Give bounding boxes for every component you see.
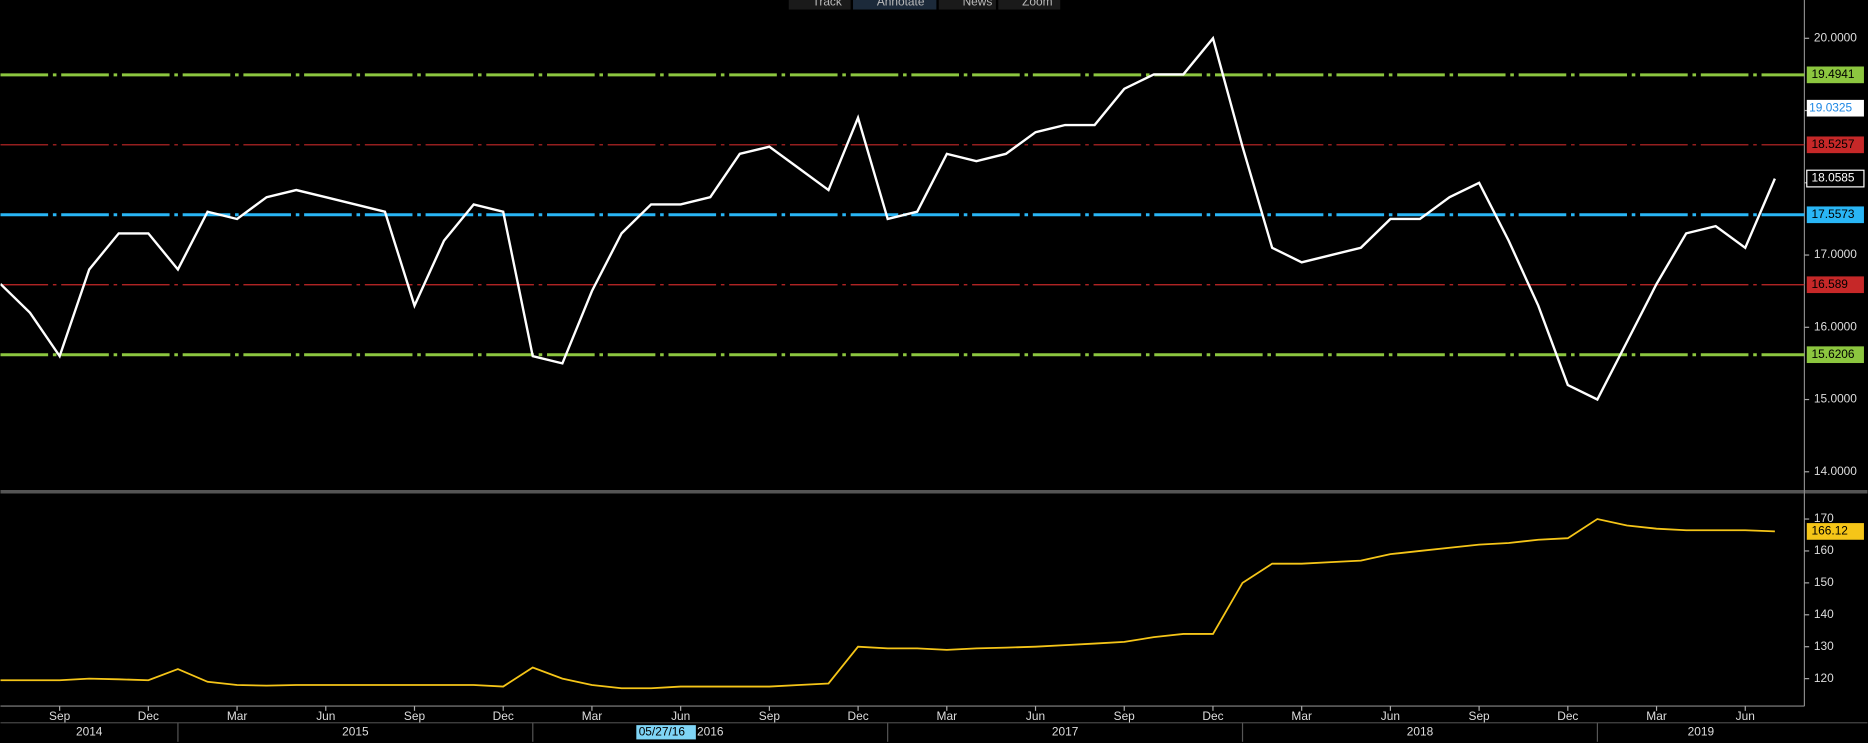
last-value-tag [1806, 523, 1864, 540]
value-tag-label: 15.6206 [1812, 347, 1855, 361]
cursor-label: 05/27/16 [639, 724, 686, 738]
y-tick-label: 150 [1814, 575, 1834, 589]
y-tick-label: 120 [1814, 671, 1834, 685]
crosshair-tag-label: 19.0325 [1809, 100, 1852, 114]
toolbar-label[interactable]: Track [813, 0, 842, 9]
x-tick-label: Mar [582, 709, 603, 723]
x-tick-label: Dec [1202, 709, 1223, 723]
value-tag [1806, 206, 1864, 224]
x-tick-label: Mar [227, 709, 248, 723]
value-tag [1806, 66, 1864, 84]
value-tag-label: 19.4941 [1812, 67, 1855, 81]
x-tick-label: Jun [1026, 709, 1045, 723]
toolbar-button[interactable] [938, 0, 996, 10]
x-tick-label: Dec [493, 709, 514, 723]
value-tag-label: 17.5573 [1812, 207, 1855, 221]
x-tick-label: Sep [759, 709, 781, 723]
cursor-tag [636, 725, 696, 740]
x-tick-label: Dec [1557, 709, 1578, 723]
year-label: 2016 [697, 724, 724, 738]
x-tick-label: Sep [1469, 709, 1491, 723]
year-label: 2014 [76, 724, 103, 738]
year-label: 2019 [1688, 724, 1715, 738]
x-tick-label: Jun [1736, 709, 1755, 723]
y-tick-label: 20.0000 [1814, 30, 1857, 44]
last-value-label: 166.12 [1812, 524, 1849, 538]
x-tick-label: Jun [1381, 709, 1400, 723]
y-tick-label: 170 [1814, 511, 1834, 525]
value-tag [1806, 346, 1864, 364]
toolbar-label[interactable]: Zoom [1022, 0, 1052, 9]
x-tick-label: Jun [316, 709, 335, 723]
year-label: 2018 [1407, 724, 1434, 738]
y-tick-label: 16.0000 [1814, 319, 1857, 333]
toolbar-label[interactable]: Annotate [877, 0, 925, 9]
toolbar-label[interactable]: News [963, 0, 993, 9]
value-tag [1806, 276, 1864, 294]
x-tick-label: Sep [49, 709, 71, 723]
value-tag [1806, 136, 1864, 154]
y-tick-label: 15.0000 [1814, 392, 1857, 406]
value-tag-label: 18.5257 [1812, 137, 1855, 151]
x-tick-label: Mar [1646, 709, 1667, 723]
y-tick-label: 130 [1814, 639, 1834, 653]
x-tick-label: Dec [848, 709, 869, 723]
year-label: 2017 [1052, 724, 1079, 738]
x-tick-label: Mar [1291, 709, 1312, 723]
x-tick-label: Mar [937, 709, 958, 723]
toolbar-button[interactable] [998, 0, 1061, 10]
year-label: 2015 [342, 724, 369, 738]
data-line [0, 518, 1775, 690]
y-tick-label: 17.0000 [1814, 247, 1857, 261]
value-tag-label: 16.589 [1812, 277, 1849, 291]
y-tick-label: 140 [1814, 607, 1834, 621]
toolbar-button[interactable] [853, 0, 937, 10]
x-tick-label: Dec [138, 709, 159, 723]
y-tick-label: 14.0000 [1814, 464, 1857, 478]
x-tick-label: Sep [1114, 709, 1136, 723]
crosshair-tag [1806, 99, 1864, 117]
data-line [0, 35, 1776, 402]
x-tick-label: Jun [671, 709, 690, 723]
y-tick-label: 160 [1814, 543, 1834, 557]
x-tick-label: Sep [404, 709, 426, 723]
last-value-label: 18.0585 [1812, 171, 1855, 185]
last-value-tag [1806, 169, 1865, 188]
toolbar-button[interactable] [788, 0, 851, 10]
